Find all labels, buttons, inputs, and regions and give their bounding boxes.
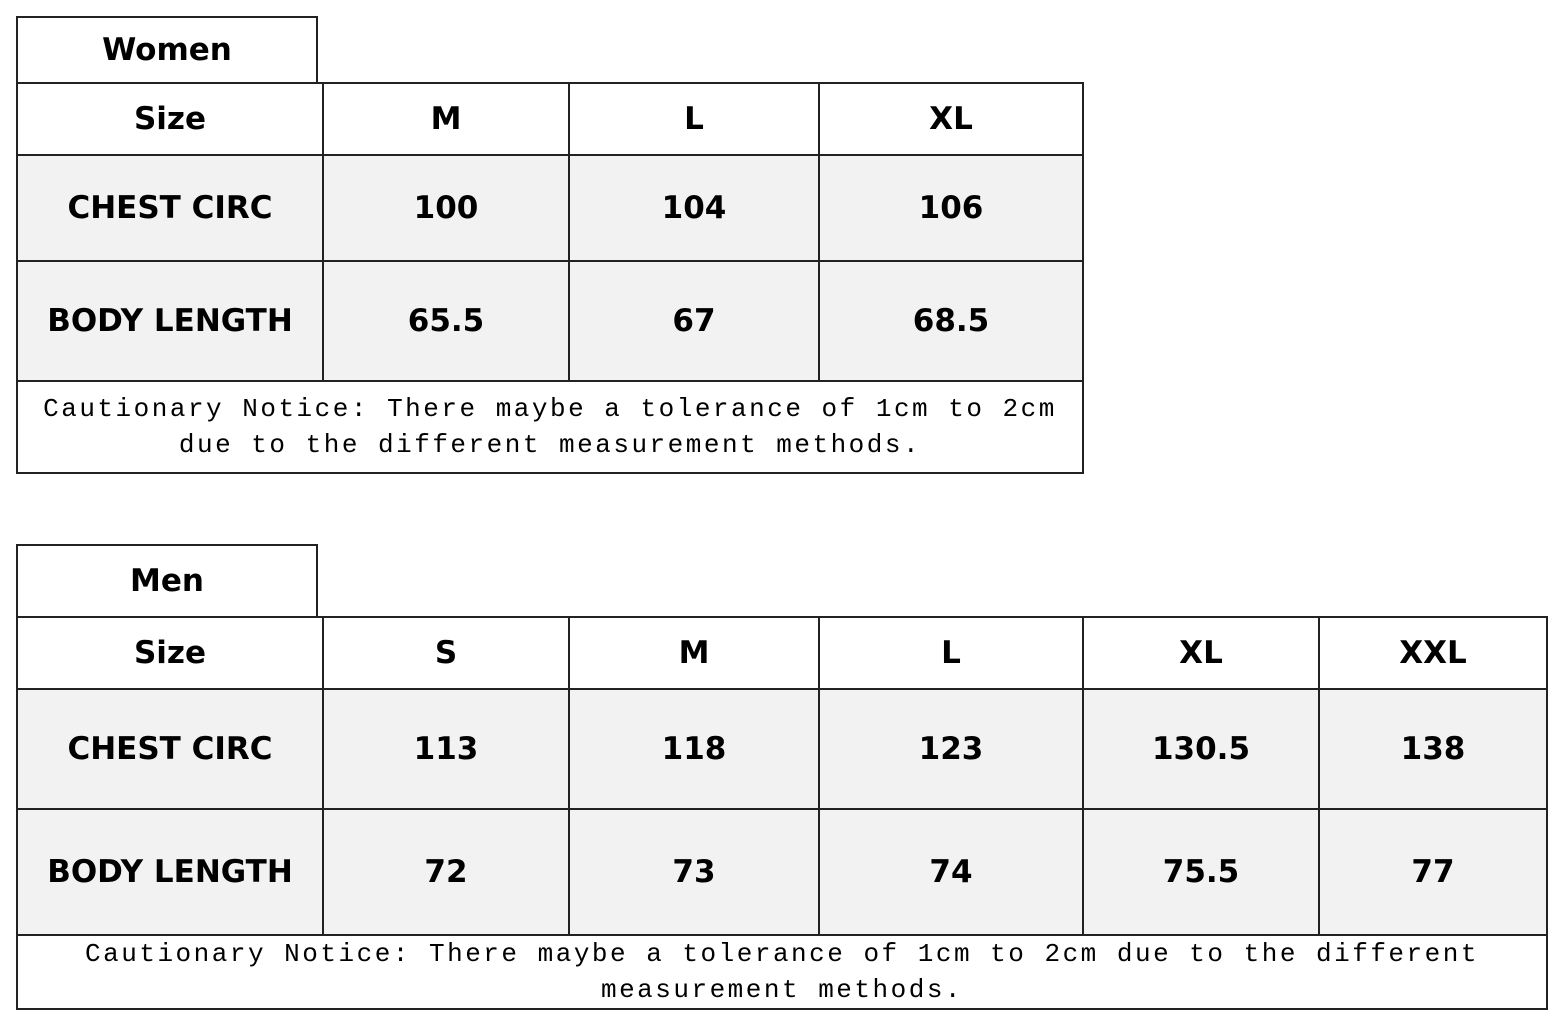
cautionary-notice: Cautionary Notice: There maybe a toleran… — [16, 380, 1084, 474]
value-cell: 67 — [568, 260, 820, 382]
size-header-cell: S — [322, 616, 570, 690]
measurement-row: BODY LENGTH 65.5 67 68.5 — [16, 260, 1084, 382]
men-table: Size S M L XL XXL CHEST CIRC 113 118 123 130.5 138 B… — [16, 616, 1548, 1010]
measurement-label-cell: CHEST CIRC — [16, 688, 324, 810]
header-row: Size M L XL — [16, 82, 1084, 156]
value-cell: 130.5 — [1082, 688, 1320, 810]
value-cell: 106 — [818, 154, 1084, 262]
measurement-label-cell: BODY LENGTH — [16, 260, 324, 382]
size-header-cell: XXL — [1318, 616, 1548, 690]
women-title: Women — [16, 16, 318, 84]
value-cell: 65.5 — [322, 260, 570, 382]
value-cell: 113 — [322, 688, 570, 810]
size-header-cell: L — [818, 616, 1084, 690]
value-cell: 104 — [568, 154, 820, 262]
measurement-label-cell: BODY LENGTH — [16, 808, 324, 936]
value-cell: 123 — [818, 688, 1084, 810]
size-header-cell: XL — [1082, 616, 1320, 690]
measurement-row: CHEST CIRC 113 118 123 130.5 138 — [16, 688, 1548, 810]
size-header-cell: XL — [818, 82, 1084, 156]
women-table: Size M L XL CHEST CIRC 100 104 106 BODY LENGTH 65… — [16, 82, 1084, 474]
size-header-cell: M — [568, 616, 820, 690]
measurement-row: CHEST CIRC 100 104 106 — [16, 154, 1084, 262]
value-cell: 118 — [568, 688, 820, 810]
value-cell: 100 — [322, 154, 570, 262]
value-cell: 72 — [322, 808, 570, 936]
measurement-row: BODY LENGTH 72 73 74 75.5 77 — [16, 808, 1548, 936]
size-label-cell: Size — [16, 82, 324, 156]
size-header-cell: M — [322, 82, 570, 156]
value-cell: 77 — [1318, 808, 1548, 936]
value-cell: 74 — [818, 808, 1084, 936]
value-cell: 68.5 — [818, 260, 1084, 382]
size-label-cell: Size — [16, 616, 324, 690]
size-header-cell: L — [568, 82, 820, 156]
measurement-label-cell: CHEST CIRC — [16, 154, 324, 262]
value-cell: 73 — [568, 808, 820, 936]
value-cell: 138 — [1318, 688, 1548, 810]
header-row: Size S M L XL XXL — [16, 616, 1548, 690]
value-cell: 75.5 — [1082, 808, 1320, 936]
cautionary-notice: Cautionary Notice: There maybe a toleran… — [16, 934, 1548, 1010]
men-title: Men — [16, 544, 318, 618]
